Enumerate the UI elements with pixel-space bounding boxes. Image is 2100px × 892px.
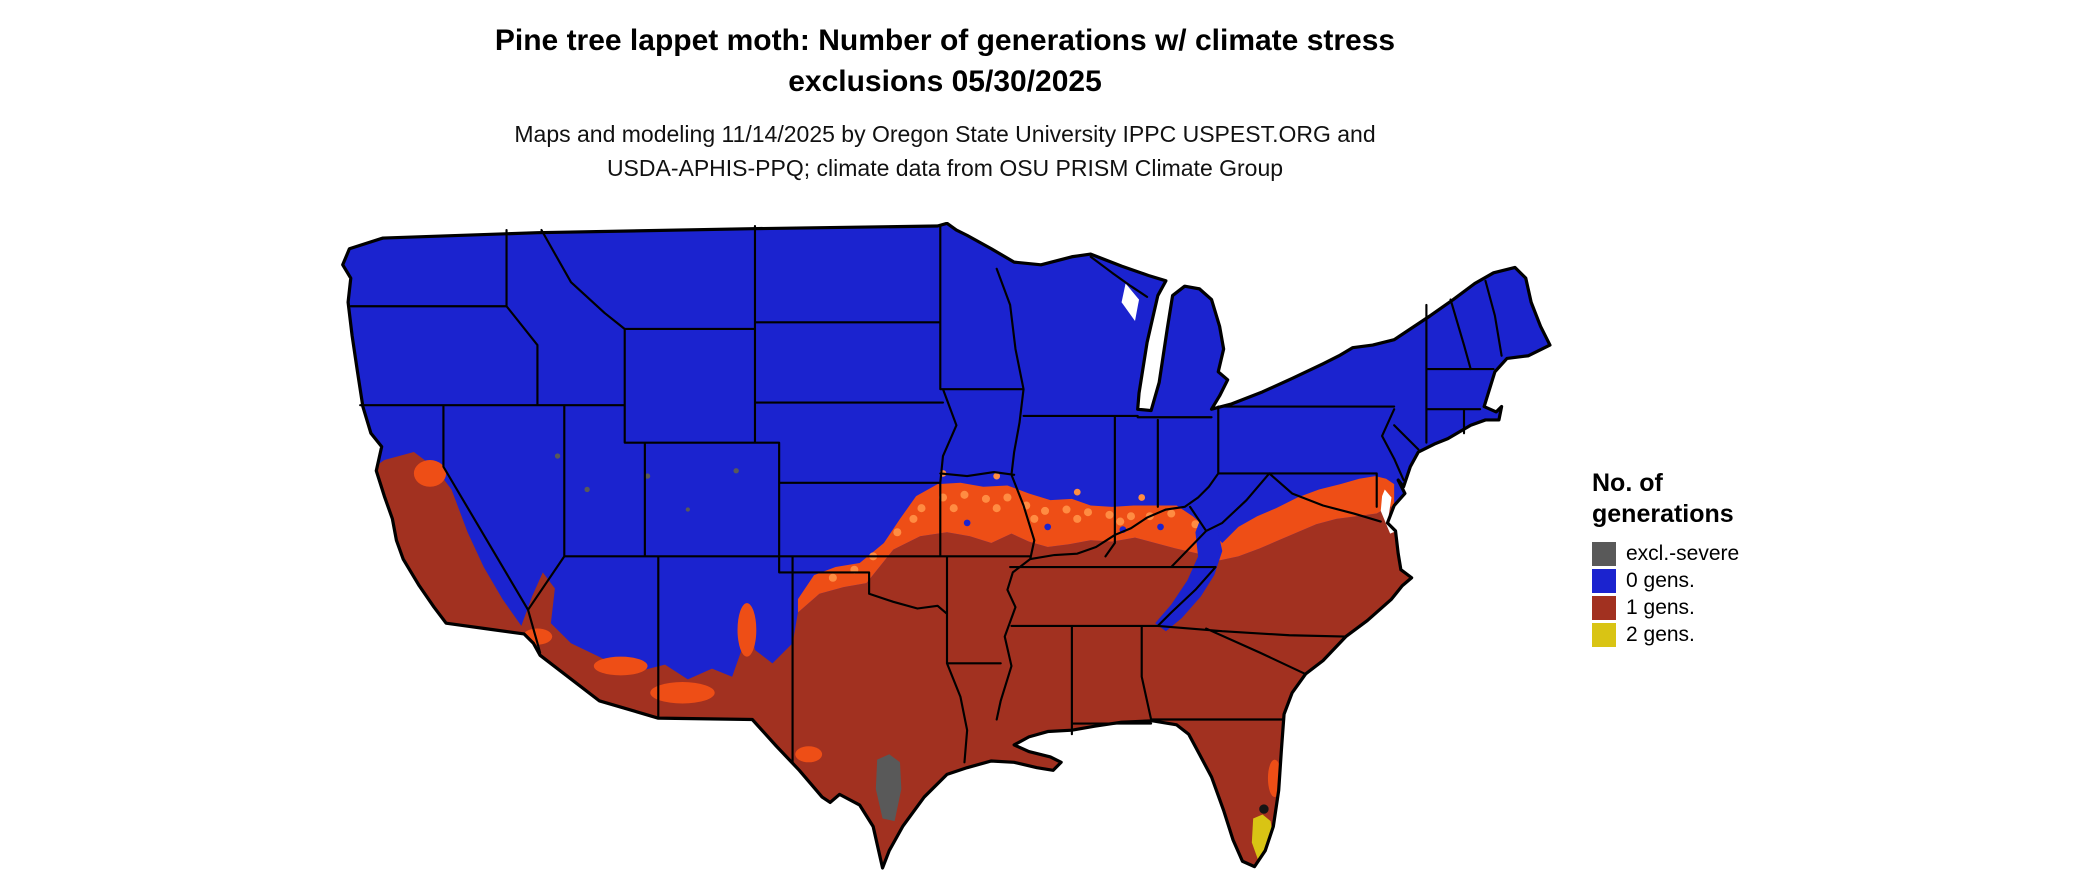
chesapeake-bay <box>1380 489 1397 534</box>
us-map-svg <box>341 222 1552 870</box>
map-title: Pine tree lappet moth: Number of generat… <box>494 24 1396 99</box>
two-gens-swatch <box>1592 623 1616 647</box>
excluded-severe-swatch <box>1592 542 1616 566</box>
map-subtitle: Maps and modeling 11/14/2025 by Oregon S… <box>514 120 1376 182</box>
legend-label: 0 gens. <box>1626 569 1695 592</box>
legend: No. of generations excl.-severe 0 gens. … <box>1592 468 1852 649</box>
legend-item-0-gens: 0 gens. <box>1592 568 1852 595</box>
legend-label: 2 gens. <box>1626 623 1695 646</box>
legend-item-1-gens: 1 gens. <box>1592 595 1852 622</box>
legend-title: No. of generations <box>1592 469 1734 529</box>
header: Pine tree lappet moth: Number of generat… <box>0 20 1890 186</box>
us-generations-map <box>336 222 1558 884</box>
legend-label: 1 gens. <box>1626 596 1695 619</box>
legend-item-2-gens: 2 gens. <box>1592 622 1852 649</box>
water-slivers <box>1121 283 1397 534</box>
legend-label: excl.-severe <box>1626 542 1740 565</box>
us-outline <box>341 222 1552 870</box>
excluded-severe-region <box>554 453 902 822</box>
one-generation-region <box>357 446 1412 868</box>
appalachian-blue-sliver <box>1155 510 1223 632</box>
transition-band-region <box>797 476 1395 613</box>
legend-item-excluded: excl.-severe <box>1592 541 1852 568</box>
state-borders <box>349 224 1503 764</box>
zero-gens-swatch <box>1592 569 1616 593</box>
green-bay <box>1121 283 1140 321</box>
one-gen-swatch <box>1592 596 1616 620</box>
lake-okeechobee <box>1259 804 1269 814</box>
